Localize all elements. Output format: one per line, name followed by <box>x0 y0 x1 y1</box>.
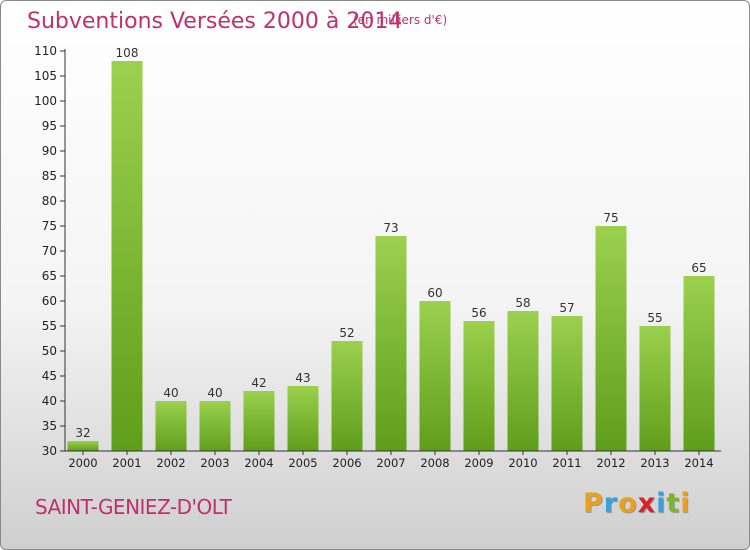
data-label-2003: 40 <box>207 386 222 400</box>
bar-2008 <box>419 301 451 451</box>
data-label-2001: 108 <box>116 46 139 60</box>
data-label-2006: 52 <box>339 326 354 340</box>
bar-2010 <box>507 311 539 451</box>
x-tick-label-2007: 2007 <box>376 456 405 470</box>
y-tick-label: 105 <box>34 69 57 83</box>
x-tick-label-2003: 2003 <box>200 456 229 470</box>
x-tick-label-2000: 2000 <box>68 456 97 470</box>
bar-2002 <box>155 401 187 451</box>
y-tick-label: 40 <box>42 394 57 408</box>
data-label-2014: 65 <box>691 261 706 275</box>
bar-2006 <box>331 341 363 451</box>
bar-2001 <box>111 61 143 451</box>
x-tick-label-2014: 2014 <box>684 456 713 470</box>
x-tick-label-2013: 2013 <box>640 456 669 470</box>
brand-logo: Proxiti <box>583 488 691 519</box>
x-axis: 2000 2001 2002 2003 2004 2005 2006 2007 2008 2009… <box>65 450 721 470</box>
x-tick-label-2008: 2008 <box>420 456 449 470</box>
bar-2009 <box>463 321 495 451</box>
bar-2013 <box>639 326 671 451</box>
chart-title: Subventions Versées 2000 à 2014 <box>27 9 403 34</box>
bar-2011 <box>551 316 583 451</box>
x-tick-label-2004: 2004 <box>244 456 273 470</box>
brand-letter: i <box>680 488 691 519</box>
y-tick-label: 35 <box>42 419 57 433</box>
data-label-2004: 42 <box>251 376 266 390</box>
commune-name: SAINT-GENIEZ-D'OLT <box>35 495 232 519</box>
x-tick-label-2010: 2010 <box>508 456 537 470</box>
x-tick-label-2002: 2002 <box>156 456 185 470</box>
bar-2003 <box>199 401 231 451</box>
y-tick-label: 60 <box>42 294 57 308</box>
data-label-2011: 57 <box>559 301 574 315</box>
y-tick-label: 95 <box>42 119 57 133</box>
data-label-2002: 40 <box>163 386 178 400</box>
y-tick-label: 45 <box>42 369 57 383</box>
y-tick-label: 75 <box>42 219 57 233</box>
brand-letter: P <box>583 488 604 519</box>
unit-note: (en milliers d'€) <box>353 13 448 27</box>
y-tick-label: 70 <box>42 244 57 258</box>
brand-letter: r <box>603 488 619 519</box>
data-label-2008: 60 <box>427 286 442 300</box>
y-tick-label: 50 <box>42 344 57 358</box>
y-tick-label: 90 <box>42 144 57 158</box>
brand-letter: i <box>656 488 667 519</box>
y-tick-label: 65 <box>42 269 57 283</box>
data-label-2010: 58 <box>515 296 530 310</box>
y-tick-label: 100 <box>34 94 57 108</box>
x-tick-label-2006: 2006 <box>332 456 361 470</box>
brand-letter: t <box>666 488 681 519</box>
bar-2012 <box>595 226 627 451</box>
x-tick-label-2001: 2001 <box>112 456 141 470</box>
y-tick-label: 85 <box>42 169 57 183</box>
x-tick-label-2009: 2009 <box>464 456 493 470</box>
bar-2005 <box>287 386 319 451</box>
data-label-2000: 32 <box>75 426 90 440</box>
x-tick-label-2012: 2012 <box>596 456 625 470</box>
x-tick-label-2005: 2005 <box>288 456 317 470</box>
data-labels: 32 108 40 40 42 43 52 73 60 56 58 57 75 55 65 <box>75 46 706 440</box>
x-tick-label-2011: 2011 <box>552 456 581 470</box>
y-tick-label: 80 <box>42 194 57 208</box>
bar-2007 <box>375 236 407 451</box>
data-label-2005: 43 <box>295 371 310 385</box>
y-axis: 30 35 40 45 50 55 60 65 70 75 80 85 90 95 100 105 110 <box>34 44 66 458</box>
y-tick-label: 110 <box>34 44 57 58</box>
bar-2004 <box>243 391 275 451</box>
data-label-2012: 75 <box>603 211 618 225</box>
data-label-2007: 73 <box>383 221 398 235</box>
bar-2014 <box>683 276 715 451</box>
brand-letter: o <box>618 488 638 519</box>
y-tick-label: 55 <box>42 319 57 333</box>
y-tick-label: 30 <box>42 444 57 458</box>
bar-2000 <box>67 441 99 451</box>
bars <box>67 61 715 451</box>
data-label-2013: 55 <box>647 311 662 325</box>
brand-letter: x <box>637 488 657 519</box>
data-label-2009: 56 <box>471 306 486 320</box>
